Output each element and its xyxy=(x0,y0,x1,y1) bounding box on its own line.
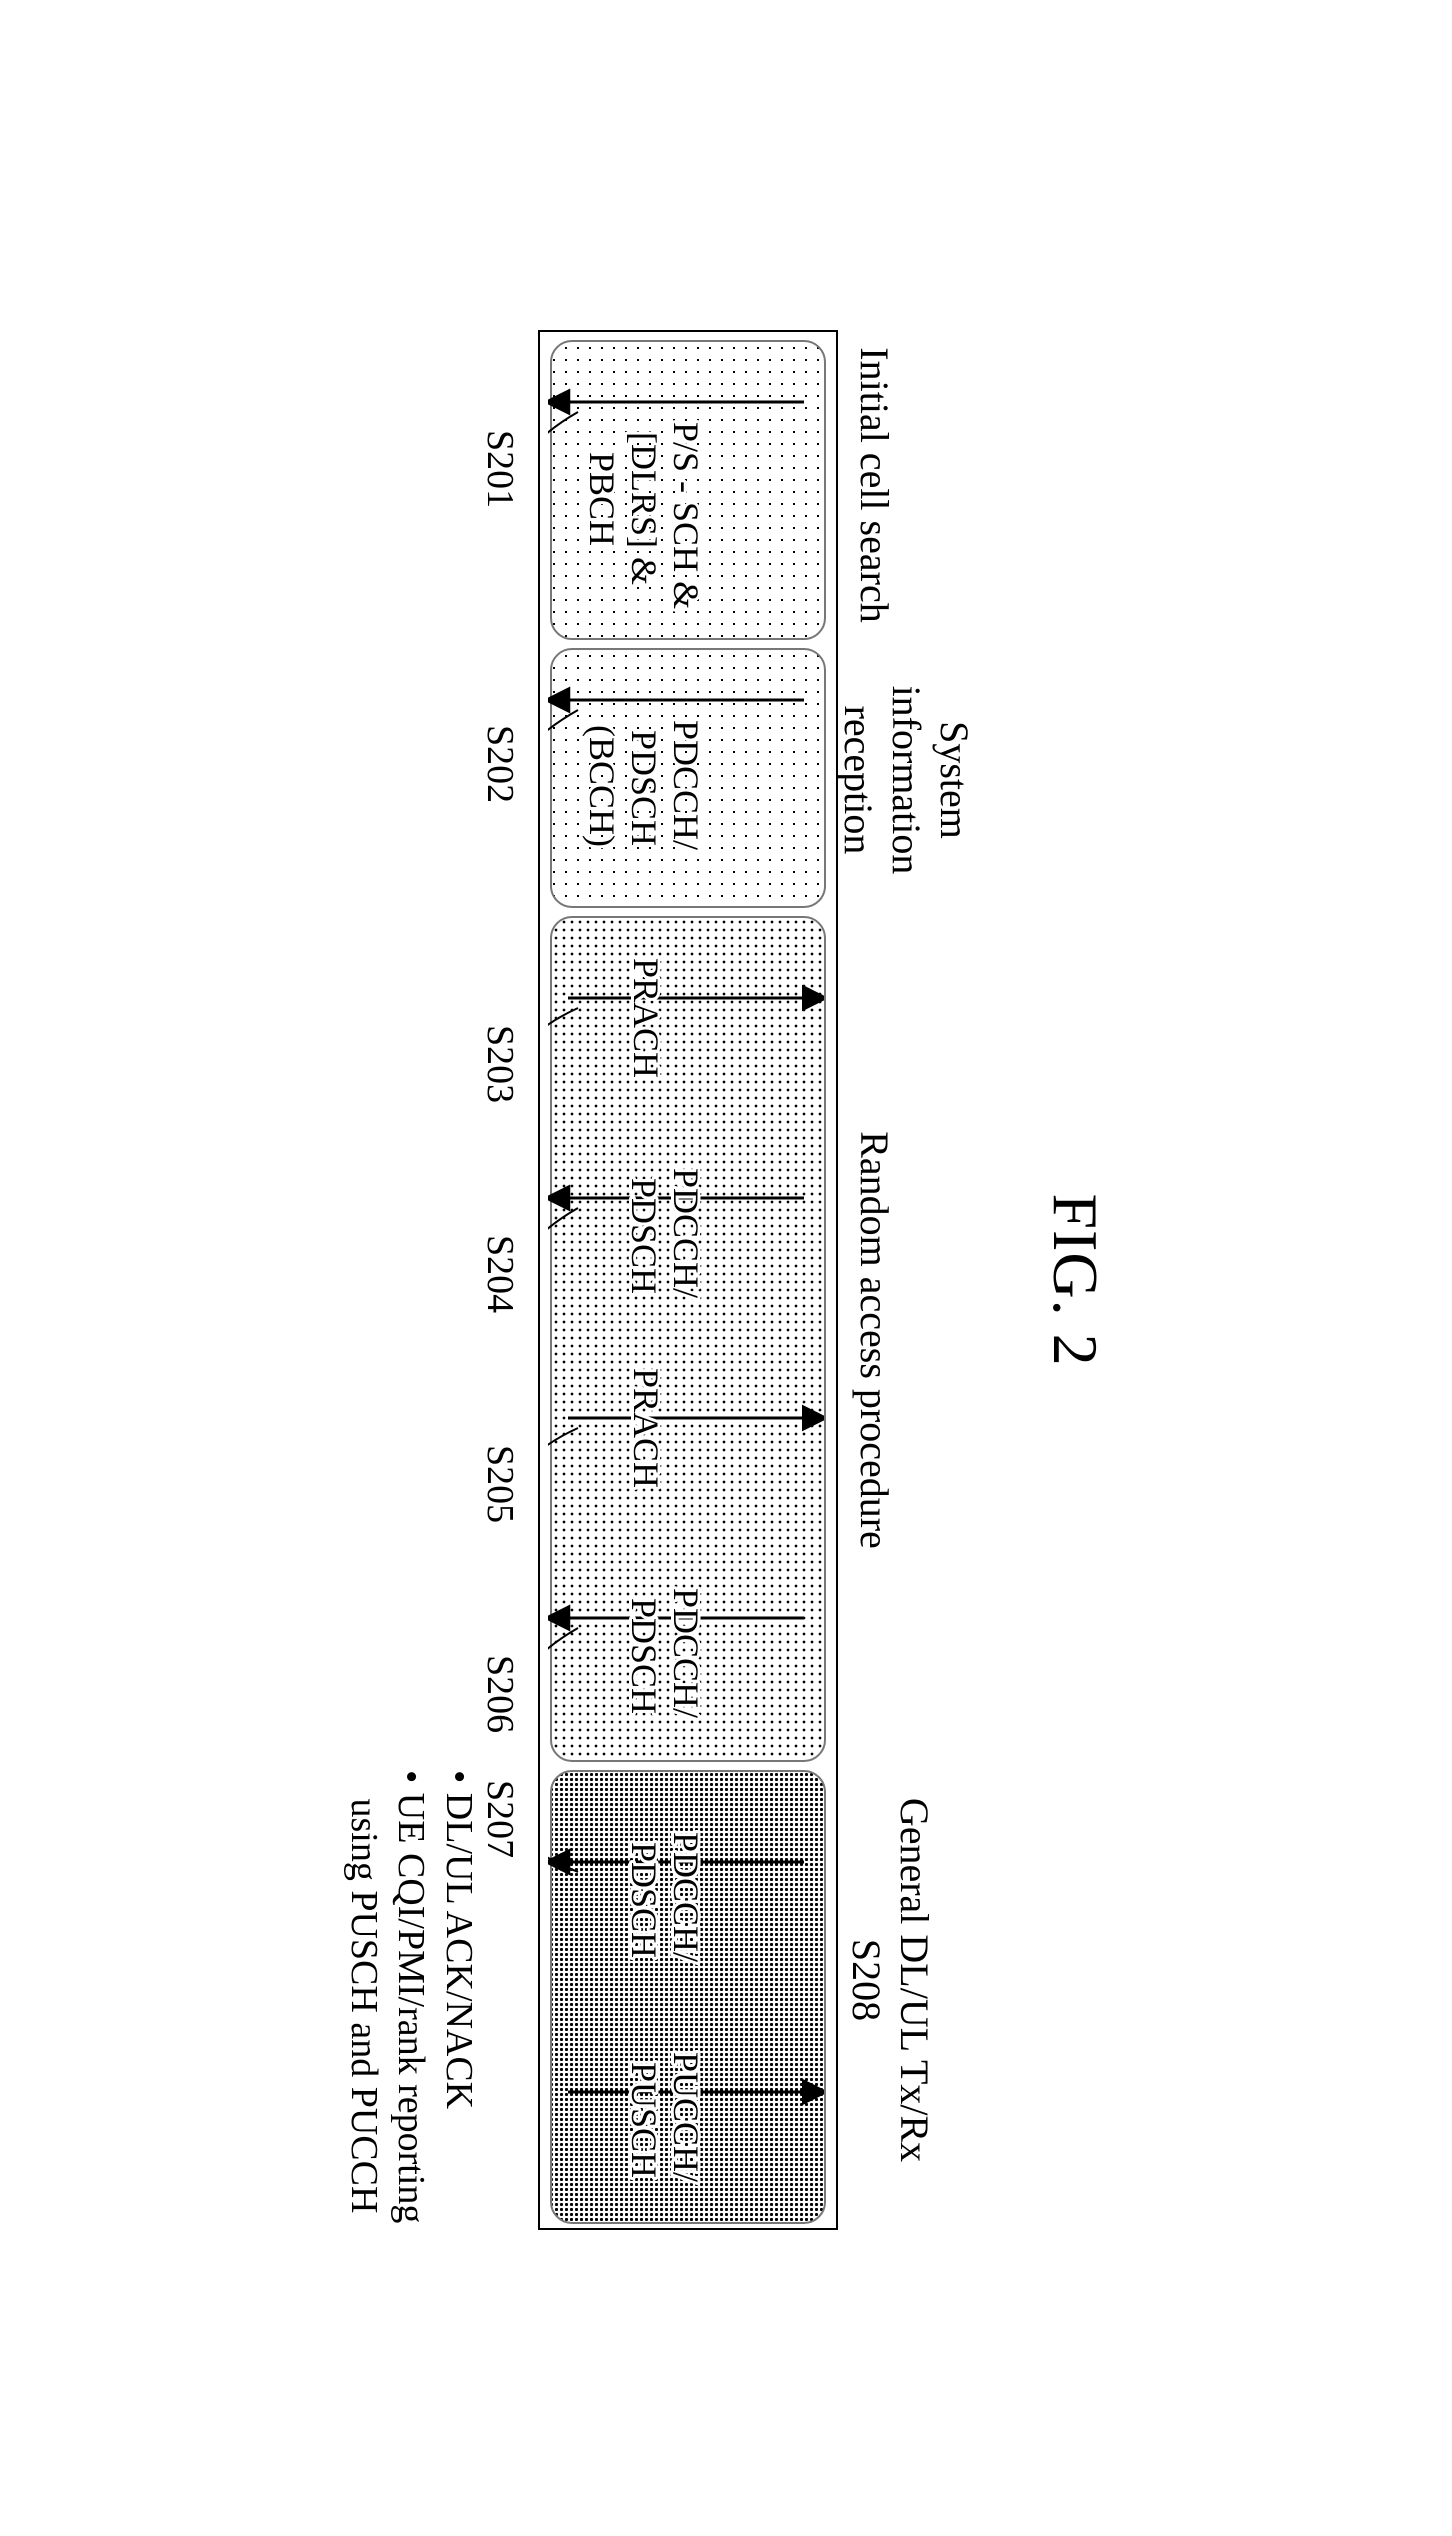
stage-1-text: P/S - SCH & P/S - SCH & [DLRS] & [DLRS] … xyxy=(582,422,706,609)
label-random-access: Random access procedure xyxy=(850,930,898,1750)
svg-text:(BCCH): (BCCH) xyxy=(582,725,622,847)
stage-random-access: PRACH PRACH PDCCH/ PDCCH/ PDSCH PDSCH PR… xyxy=(550,916,826,1762)
label-initial-cell-search: Initial cell search xyxy=(850,310,898,660)
svg-text:PUCCH/: PUCCH/ xyxy=(666,2052,706,2182)
stage-3-svg: PRACH PRACH PDCCH/ PDCCH/ PDSCH PDSCH PR… xyxy=(548,918,824,1764)
stage-system-info: PDCCH/ PDCCH/ PDSCH PDSCH (BCCH) (BCCH) xyxy=(550,648,826,908)
step-s205: S205 xyxy=(478,1445,522,1523)
stage-initial-cell-search: P/S - SCH & P/S - SCH & [DLRS] & [DLRS] … xyxy=(550,340,826,640)
stage-2-text: PDCCH/ PDCCH/ PDSCH PDSCH (BCCH) (BCCH) xyxy=(582,720,706,850)
bullet-2: • UE CQI/PMI/rank reporting xyxy=(387,1770,435,2290)
bullet-notes: • DL/UL ACK/NACK • UE CQI/PMI/rank repor… xyxy=(340,1770,483,2290)
bullet-1: • DL/UL ACK/NACK xyxy=(435,1770,483,2290)
stage-4-svg: PDCCH/ PDCCH/ PDSCH PDSCH PUCCH/ PUCCH/ … xyxy=(548,1772,824,2226)
svg-text:[DLRS] &: [DLRS] & xyxy=(624,432,664,585)
step-s203: S203 xyxy=(478,1025,522,1103)
svg-text:PDCCH/: PDCCH/ xyxy=(666,1168,706,1298)
stage-2-svg: PDCCH/ PDCCH/ PDSCH PDSCH (BCCH) (BCCH) xyxy=(548,650,824,910)
svg-text:PDCCH/: PDCCH/ xyxy=(666,1832,706,1962)
stage-general-txrx: PDCCH/ PDCCH/ PDSCH PDSCH PUCCH/ PUCCH/ … xyxy=(550,1770,826,2224)
step-s207: S207 xyxy=(478,1780,522,1858)
svg-text:PDSCH: PDSCH xyxy=(624,1598,664,1714)
rotated-canvas: FIG. 2 Initial cell search System inform… xyxy=(0,0,1452,2536)
bullet-3: using PUSCH and PUCCH xyxy=(340,1770,388,2290)
figure-title: FIG. 2 xyxy=(1038,330,1112,2230)
svg-text:PUSCH: PUSCH xyxy=(624,2062,664,2178)
step-s201: S201 xyxy=(478,430,522,508)
svg-text:PDSCH: PDSCH xyxy=(624,730,664,846)
page: FIG. 2 Initial cell search System inform… xyxy=(0,0,1452,2536)
svg-text:PBCH: PBCH xyxy=(582,452,622,546)
phase-labels-top: Initial cell search System information r… xyxy=(838,330,978,2230)
svg-text:PRACH: PRACH xyxy=(626,958,666,1078)
figure-2: FIG. 2 Initial cell search System inform… xyxy=(462,330,1112,2230)
step-s206: S206 xyxy=(478,1655,522,1733)
svg-text:P/S - SCH &: P/S - SCH & xyxy=(666,422,706,609)
diagram-bar: P/S - SCH & P/S - SCH & [DLRS] & [DLRS] … xyxy=(538,330,838,2230)
svg-text:PDCCH/: PDCCH/ xyxy=(666,1588,706,1718)
step-s202: S202 xyxy=(478,725,522,803)
svg-text:PDSCH: PDSCH xyxy=(624,1178,664,1294)
svg-text:PRACH: PRACH xyxy=(626,1368,666,1488)
step-s204: S204 xyxy=(478,1235,522,1313)
label-system-info: System information reception xyxy=(834,630,978,930)
stage-1-svg: P/S - SCH & P/S - SCH & [DLRS] & [DLRS] … xyxy=(548,342,824,642)
svg-text:PDSCH: PDSCH xyxy=(624,1842,664,1958)
label-general-txrx: General DL/UL Tx/Rx S208 xyxy=(842,1730,938,2230)
svg-text:PDCCH/: PDCCH/ xyxy=(666,720,706,850)
